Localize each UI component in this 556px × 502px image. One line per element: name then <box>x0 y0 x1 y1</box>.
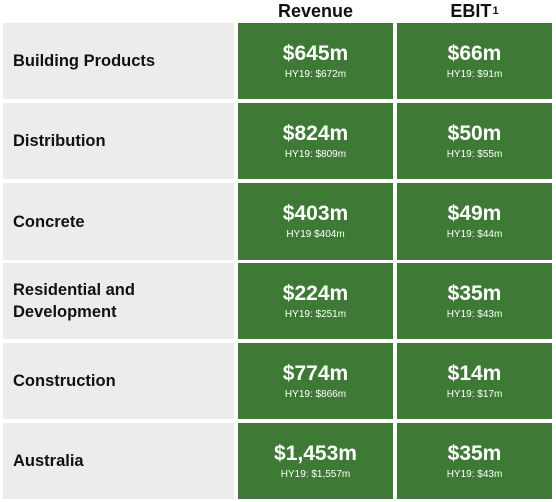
revenue-cell: $824m HY19: $809m <box>238 103 393 179</box>
ebit-cell: $50m HY19: $55m <box>397 103 552 179</box>
revenue-cell: $774m HY19: $866m <box>238 343 393 419</box>
row-label: Residential and Development <box>3 263 234 339</box>
ebit-prior-value: HY19: $44m <box>446 229 503 240</box>
revenue-prior-value: HY19: $1,557m <box>280 468 351 480</box>
revenue-cell: $224m HY19: $251m <box>238 263 393 339</box>
ebit-prior-value: HY19: $91m <box>446 68 503 80</box>
table-row-australia: Australia $1,453m HY19: $1,557m $35m HY1… <box>0 423 556 499</box>
ebit-value: $35m <box>447 441 502 465</box>
ebit-header-label: EBIT <box>450 0 492 21</box>
ebit-cell: $35m HY19: $43m <box>397 423 552 499</box>
ebit-cell: $66m HY19: $91m <box>397 23 552 99</box>
ebit-value: $66m <box>447 41 502 65</box>
row-label: Australia <box>3 423 234 499</box>
table-row-distribution: Distribution $824m HY19: $809m $50m HY19… <box>0 103 556 179</box>
row-label: Building Products <box>3 23 234 99</box>
revenue-prior-value: HY19: $251m <box>284 308 347 320</box>
table-row-concrete: Concrete $403m HY19 $404m $49m HY19: $44… <box>0 183 556 260</box>
ebit-prior-value: HY19: $17m <box>446 388 503 400</box>
ebit-value: $35m <box>447 281 502 305</box>
revenue-cell: $403m HY19 $404m <box>238 183 393 260</box>
revenue-header-label: Revenue <box>277 0 354 21</box>
revenue-value: $824m <box>282 121 349 145</box>
row-label: Distribution <box>3 103 234 179</box>
revenue-prior-value: HY19: $672m <box>284 68 347 80</box>
revenue-prior-value: HY19 $404m <box>286 229 345 240</box>
table-row-residential-and-development: Residential and Development $224m HY19: … <box>0 263 556 339</box>
ebit-prior-value: HY19: $43m <box>446 468 503 480</box>
ebit-header: EBIT 1 <box>450 0 499 21</box>
revenue-value: $224m <box>282 281 349 305</box>
revenue-header: Revenue <box>238 0 393 22</box>
table-row-construction: Construction $774m HY19: $866m $14m HY19… <box>0 343 556 419</box>
ebit-cell: $49m HY19: $44m <box>397 183 552 260</box>
ebit-value: $14m <box>447 361 502 385</box>
revenue-value: $645m <box>282 41 349 65</box>
ebit-cell: $14m HY19: $17m <box>397 343 552 419</box>
ebit-value: $49m <box>447 202 502 225</box>
ebit-prior-value: HY19: $43m <box>446 308 503 320</box>
revenue-cell: $1,453m HY19: $1,557m <box>238 423 393 499</box>
ebit-cell: $35m HY19: $43m <box>397 263 552 339</box>
row-label: Concrete <box>3 183 234 260</box>
revenue-cell: $645m HY19: $672m <box>238 23 393 99</box>
ebit-prior-value: HY19: $55m <box>446 148 503 160</box>
revenue-value: $1,453m <box>274 441 357 465</box>
revenue-prior-value: HY19: $866m <box>284 388 347 400</box>
ebit-value: $50m <box>447 121 502 145</box>
revenue-prior-value: HY19: $809m <box>284 148 347 160</box>
table-row-building-products: Building Products $645m HY19: $672m $66m… <box>0 23 556 99</box>
revenue-value: $403m <box>282 202 349 225</box>
revenue-value: $774m <box>282 361 349 385</box>
row-label: Construction <box>3 343 234 419</box>
